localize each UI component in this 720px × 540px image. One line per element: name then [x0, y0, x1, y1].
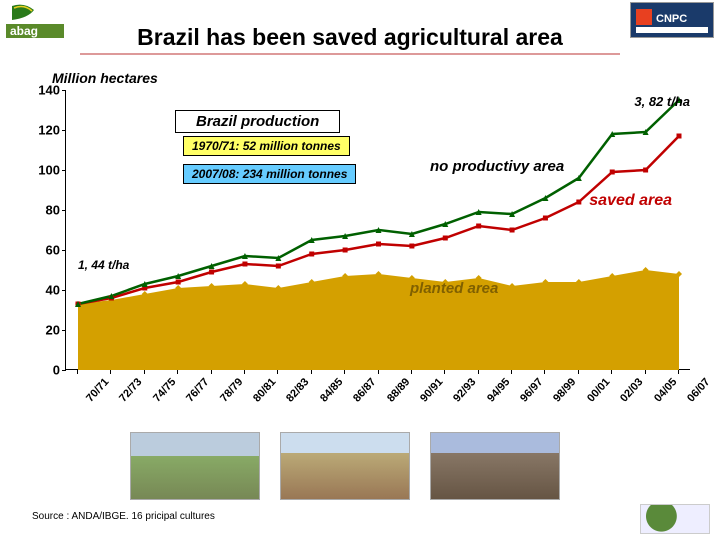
y-tick-label: 40 [46, 283, 60, 298]
x-tick-label: 94/95 [485, 376, 512, 404]
annot-top-right: 3, 82 t/ha [634, 94, 690, 109]
x-tick-label: 72/73 [117, 376, 144, 404]
x-axis-labels: 70/7172/7374/7576/7778/7980/8182/8384/85… [65, 370, 690, 400]
footer-logo [640, 504, 710, 534]
x-tick-label: 86/87 [351, 376, 378, 404]
x-tick-label: 74/75 [151, 376, 178, 404]
logo-abag: abag [6, 4, 64, 40]
photo-1 [130, 432, 260, 500]
production-title-box: Brazil production [175, 110, 340, 133]
x-tick-label: 02/03 [618, 376, 645, 404]
svg-text:CNPC: CNPC [656, 13, 687, 25]
x-tick-label: 00/01 [585, 376, 612, 404]
source-text: Source : ANDA/IBGE. 16 pricipal cultures [32, 511, 215, 522]
x-tick-label: 04/05 [652, 376, 679, 404]
y-tick-label: 120 [38, 123, 60, 138]
plot-area: 020406080100120140 [65, 90, 690, 370]
annot-saved: saved area [589, 192, 672, 210]
x-tick-label: 70/71 [84, 376, 111, 404]
x-tick-label: 96/97 [518, 376, 545, 404]
y-axis-label: Million hectares [52, 70, 158, 86]
box-2007: 2007/08: 234 million tonnes [183, 164, 356, 184]
x-tick-label: 88/89 [385, 376, 412, 404]
page-title: Brazil has been saved agricultural area [80, 24, 620, 55]
logo-cnpc: CNPC [630, 2, 714, 38]
y-tick-label: 140 [38, 83, 60, 98]
photo-2 [280, 432, 410, 500]
x-tick-label: 84/85 [318, 376, 345, 404]
y-tick-label: 80 [46, 203, 60, 218]
annot-planted: planted area [410, 280, 498, 297]
chart-svg [66, 90, 691, 370]
y-tick-label: 60 [46, 243, 60, 258]
x-tick-label: 06/07 [685, 376, 712, 404]
x-tick-label: 92/93 [451, 376, 478, 404]
box-1970: 1970/71: 52 million tonnes [183, 136, 350, 156]
annot-left-small: 1, 44 t/ha [78, 258, 129, 272]
x-tick-label: 98/99 [552, 376, 579, 404]
photo-3 [430, 432, 560, 500]
y-tick-label: 100 [38, 163, 60, 178]
x-tick-label: 76/77 [184, 376, 211, 404]
x-tick-label: 78/79 [218, 376, 245, 404]
x-tick-label: 80/81 [251, 376, 278, 404]
main-chart: 020406080100120140 70/7172/7374/7576/777… [30, 90, 700, 400]
annot-no-prod: no productivy area [430, 158, 564, 175]
photo-strip [130, 432, 560, 500]
y-tick-label: 0 [53, 363, 60, 378]
y-tick-label: 20 [46, 323, 60, 338]
abag-text: abag [10, 24, 38, 38]
x-tick-label: 82/83 [284, 376, 311, 404]
x-tick-label: 90/91 [418, 376, 445, 404]
